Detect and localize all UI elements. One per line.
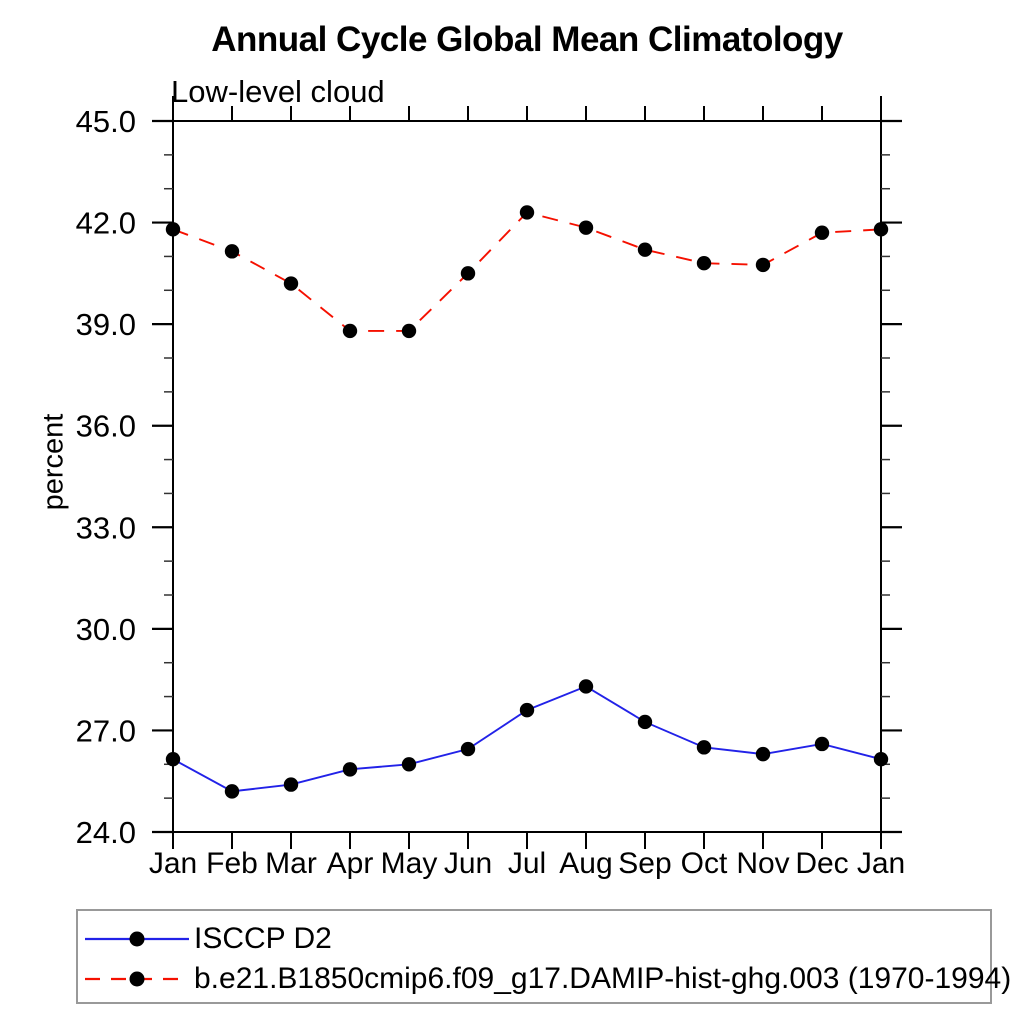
y-tick-label: 30.0 [76, 612, 136, 647]
data-point-marker-s0 [814, 736, 830, 752]
series-line-0 [172, 685, 882, 793]
legend-label: ISCCP D2 [194, 922, 332, 955]
data-point-marker-s1 [814, 225, 830, 240]
data-point-marker-s0 [696, 740, 712, 755]
data-point-marker-s0 [755, 746, 771, 762]
y-tick-label: 42.0 [76, 206, 136, 241]
data-point-marker-s0 [224, 784, 240, 799]
data-point-marker-s1 [578, 220, 594, 235]
data-point-marker-s1 [755, 257, 771, 273]
data-point-marker-s0 [637, 714, 653, 730]
data-point-marker-s1 [165, 222, 181, 237]
y-tick-label: 39.0 [76, 307, 136, 342]
data-point-marker-s1 [873, 222, 889, 237]
data-point-marker-s1 [696, 256, 712, 271]
data-point-marker-s0 [401, 757, 417, 772]
x-tick-label: Jan [149, 847, 197, 880]
y-tick-label: 27.0 [76, 713, 136, 748]
series-line-1 [172, 211, 882, 332]
x-tick-label: May [381, 847, 438, 880]
chart-title: Annual Cycle Global Mean Climatology [211, 20, 843, 59]
x-tick-label: Aug [559, 847, 612, 880]
legend-sample-marker [129, 971, 145, 987]
data-point-marker-s0 [342, 762, 358, 777]
legend-line-sample-solid [85, 931, 189, 947]
legend-line-sample-dashed [85, 971, 189, 987]
x-tick-label: Apr [327, 847, 374, 880]
data-point-marker-s1 [342, 323, 358, 339]
legend-sample-marker [129, 931, 145, 947]
x-tick-label: Feb [206, 847, 258, 880]
x-tick-label: Dec [795, 847, 848, 880]
data-point-marker-s1 [283, 276, 299, 291]
x-tick-label: Oct [681, 847, 728, 880]
data-point-marker-s1 [637, 242, 653, 257]
data-point-marker-s1 [224, 244, 240, 259]
legend-item-isccp-d2: ISCCP D2 [83, 922, 332, 955]
legend-item-model: b.e21.B1850cmip6.f09_g17.DAMIP-hist-ghg.… [83, 962, 1012, 995]
x-tick-label: Mar [265, 847, 317, 880]
data-point-marker-s0 [283, 777, 299, 792]
chart-subtitle: Low-level cloud [171, 74, 385, 109]
y-tick-label: 36.0 [76, 409, 136, 444]
data-point-marker-s1 [460, 266, 476, 281]
data-point-marker-s0 [578, 679, 594, 694]
data-point-marker-s1 [401, 323, 417, 339]
y-tick-label: 24.0 [76, 815, 136, 850]
x-tick-label: Jul [508, 847, 546, 880]
legend-label: b.e21.B1850cmip6.f09_g17.DAMIP-hist-ghg.… [194, 962, 1012, 995]
data-point-marker-s1 [519, 205, 535, 220]
y-tick-label: 33.0 [76, 510, 136, 545]
data-point-marker-s0 [873, 752, 889, 767]
y-tick-label: 45.0 [76, 104, 136, 139]
data-point-marker-s0 [519, 702, 535, 718]
x-tick-label: Jun [444, 847, 492, 880]
data-point-marker-s0 [460, 741, 476, 757]
legend-box: ISCCP D2 b.e21.B1850cmip6.f09_g17.DAMIP-… [76, 909, 1011, 1004]
x-tick-label: Sep [618, 847, 671, 880]
x-tick-label: Nov [736, 847, 789, 880]
data-point-marker-s0 [165, 752, 181, 767]
x-tick-label: Jan [857, 847, 905, 880]
